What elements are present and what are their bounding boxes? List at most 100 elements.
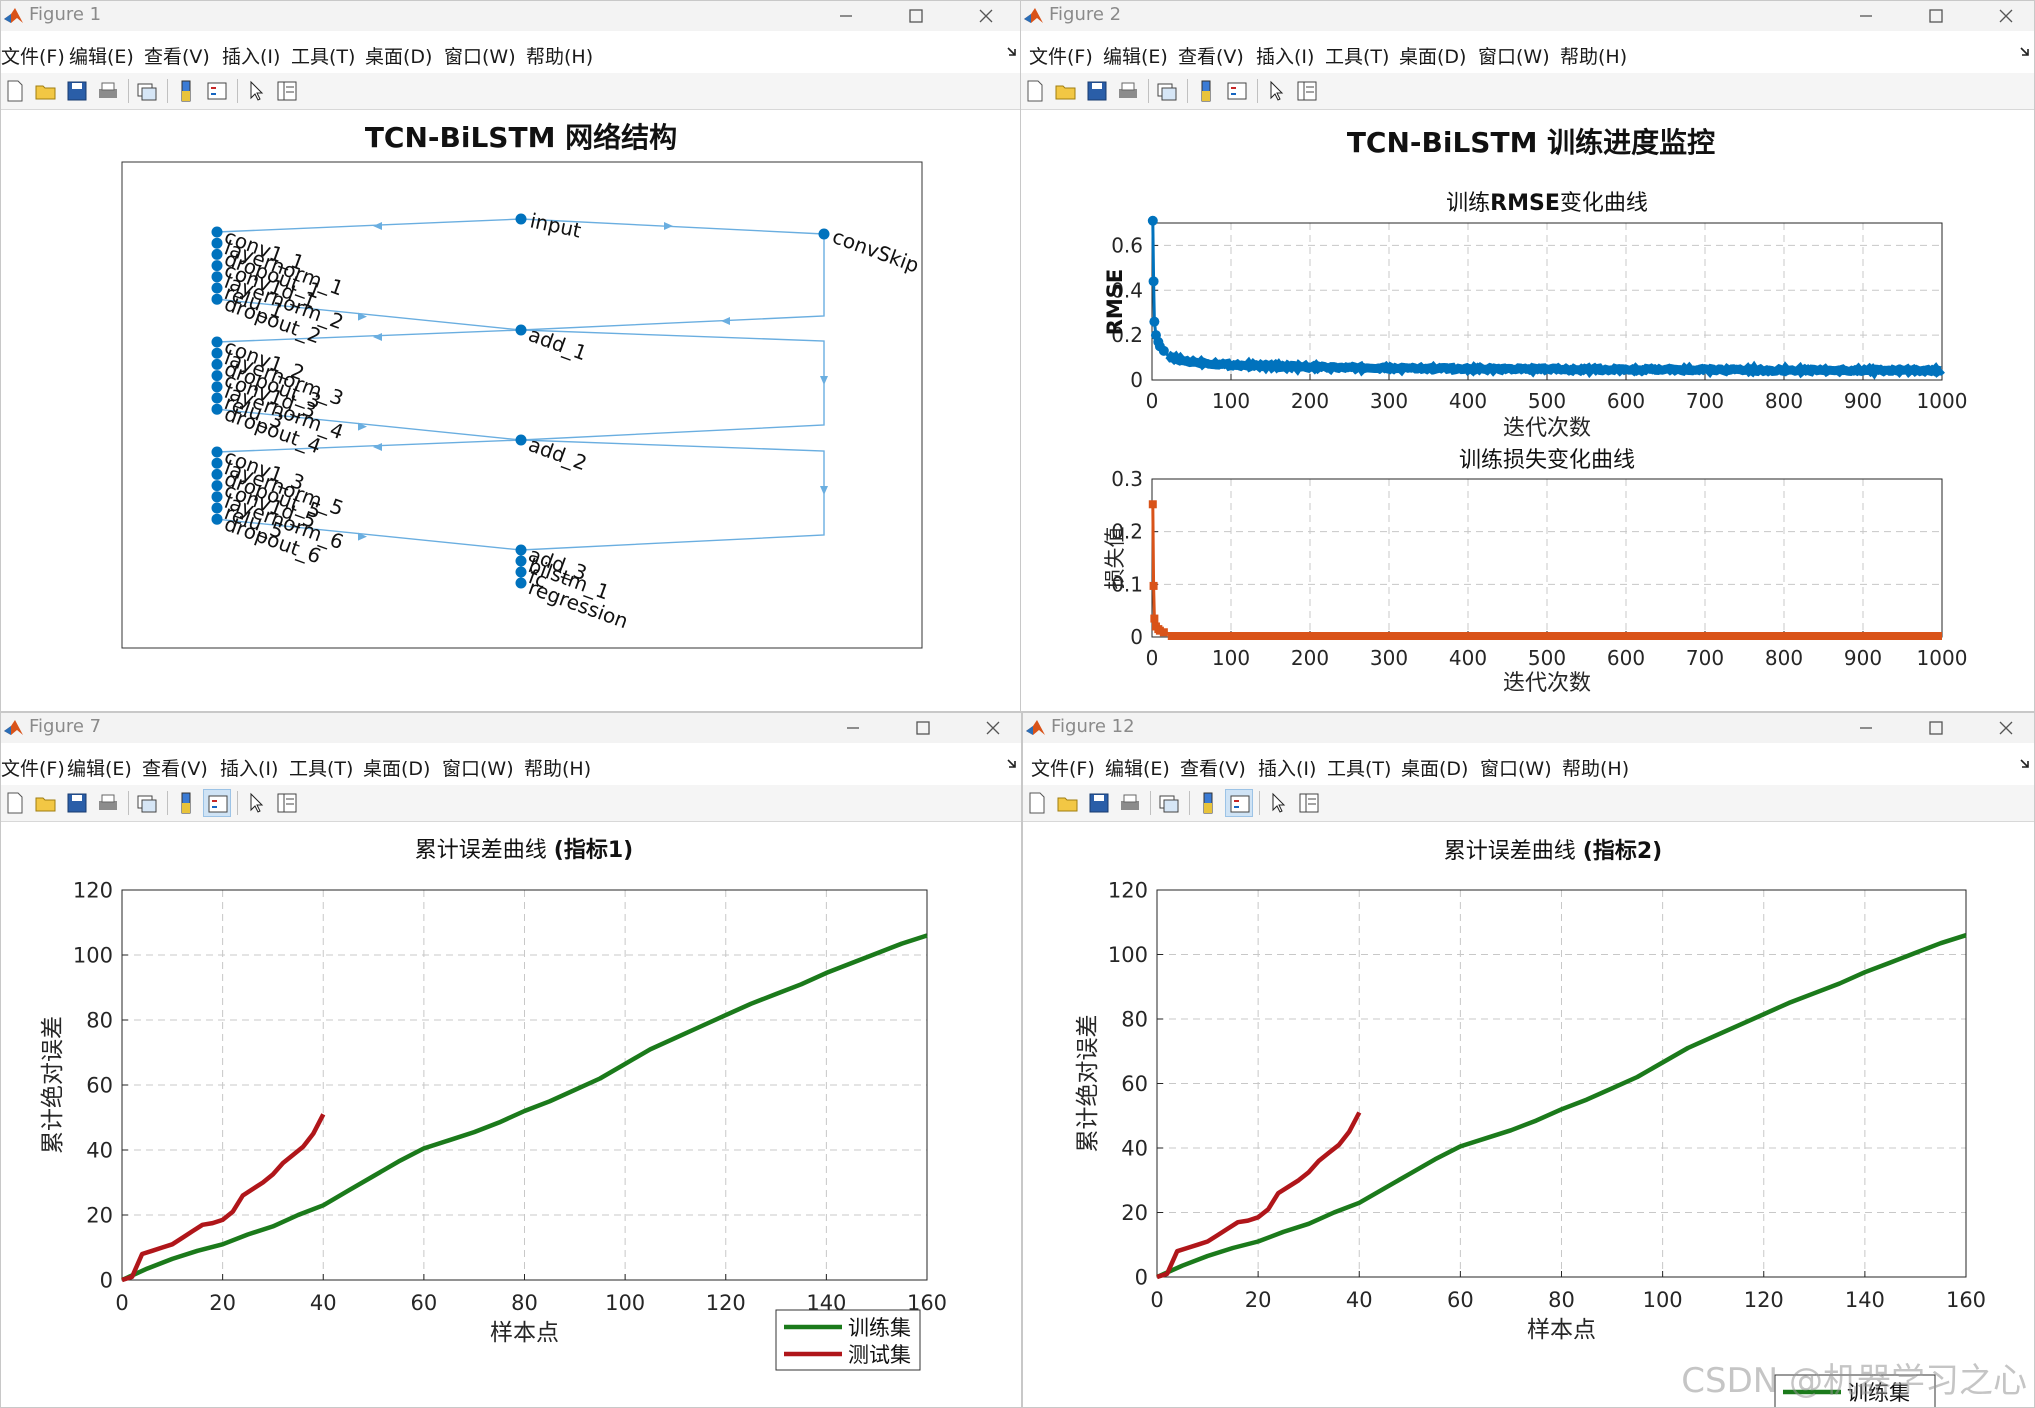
menu-help[interactable]: 帮助(H) xyxy=(1560,46,1628,68)
edit-plot-button[interactable] xyxy=(242,789,270,817)
insert-legend-icon xyxy=(207,82,227,100)
x-tick-label: 900 xyxy=(1844,389,1882,413)
menu-tools[interactable]: 工具(T) xyxy=(1325,46,1390,68)
menu-edit[interactable]: 编辑(E) xyxy=(1103,46,1168,68)
close-icon[interactable] xyxy=(963,713,1022,743)
minimize-icon[interactable] xyxy=(1836,1,1896,31)
close-icon[interactable] xyxy=(1976,1,2035,31)
link-plot-button[interactable] xyxy=(133,77,161,105)
save-button[interactable] xyxy=(63,789,91,817)
menu-desktop[interactable]: 桌面(D) xyxy=(1401,758,1469,780)
new-figure-button[interactable] xyxy=(1023,789,1051,817)
menu-tools[interactable]: 工具(T) xyxy=(291,46,356,68)
link-plot-button[interactable] xyxy=(1153,77,1181,105)
chevron-icon[interactable] xyxy=(1005,45,1019,59)
y-tick-label: 0.2 xyxy=(1111,323,1143,347)
grid-lines xyxy=(1152,223,1942,380)
maximize-icon[interactable] xyxy=(1906,1,1966,31)
chevron-icon[interactable] xyxy=(1005,757,1019,771)
minimize-icon[interactable] xyxy=(1836,713,1896,743)
open-file-button[interactable] xyxy=(1052,77,1080,105)
menu-file[interactable]: 文件(F) xyxy=(1,758,65,780)
x-tick-label: 100 xyxy=(1212,646,1250,670)
edit-plot-button[interactable] xyxy=(1262,77,1290,105)
menu-insert[interactable]: 插入(I) xyxy=(1256,46,1315,68)
window-title: Figure 1 xyxy=(29,4,102,25)
new-figure-button[interactable] xyxy=(1,77,29,105)
chevron-icon[interactable] xyxy=(2018,45,2032,59)
menu-insert[interactable]: 插入(I) xyxy=(222,46,281,68)
menu-insert[interactable]: 插入(I) xyxy=(1258,758,1317,780)
maximize-icon[interactable] xyxy=(1906,713,1966,743)
maximize-icon[interactable] xyxy=(886,1,946,31)
menu-view[interactable]: 查看(V) xyxy=(1180,758,1246,780)
menu-help[interactable]: 帮助(H) xyxy=(524,758,592,780)
menu-help[interactable]: 帮助(H) xyxy=(526,46,594,68)
menu-desktop[interactable]: 桌面(D) xyxy=(363,758,431,780)
save-button[interactable] xyxy=(63,77,91,105)
insert-legend-button[interactable] xyxy=(1223,77,1251,105)
insert-legend-button[interactable] xyxy=(203,789,231,817)
menu-tools[interactable]: 工具(T) xyxy=(1327,758,1392,780)
maximize-icon[interactable] xyxy=(893,713,953,743)
insert-colorbar-button[interactable] xyxy=(172,77,200,105)
y-tick-label: 40 xyxy=(86,1138,113,1162)
figure-7-window: Figure 7 文件(F) 编辑(E) 查看(V) 插入(I) 工具(T) 桌… xyxy=(0,712,1022,1408)
print-button[interactable] xyxy=(1116,789,1144,817)
insert-colorbar-button[interactable] xyxy=(1192,77,1220,105)
menu-file[interactable]: 文件(F) xyxy=(1031,758,1095,780)
menu-edit[interactable]: 编辑(E) xyxy=(69,46,134,68)
menu-desktop[interactable]: 桌面(D) xyxy=(1399,46,1467,68)
open-file-button[interactable] xyxy=(32,77,60,105)
chevron-icon[interactable] xyxy=(2018,757,2032,771)
property-inspector-button[interactable] xyxy=(273,789,301,817)
save-button[interactable] xyxy=(1085,789,1113,817)
print-button[interactable] xyxy=(1114,77,1142,105)
open-file-button[interactable] xyxy=(32,789,60,817)
new-figure-button[interactable] xyxy=(1,789,29,817)
print-button[interactable] xyxy=(94,77,122,105)
minimize-icon[interactable] xyxy=(816,1,876,31)
menu-tools[interactable]: 工具(T) xyxy=(289,758,354,780)
insert-colorbar-button[interactable] xyxy=(172,789,200,817)
x-tick-label: 120 xyxy=(1744,1288,1784,1312)
property-inspector-button[interactable] xyxy=(273,77,301,105)
new-figure-button[interactable] xyxy=(1021,77,1049,105)
menu-desktop[interactable]: 桌面(D) xyxy=(365,46,433,68)
x-tick-label: 0 xyxy=(1146,646,1159,670)
link-plot-button[interactable] xyxy=(1155,789,1183,817)
menu-window[interactable]: 窗口(W) xyxy=(444,46,516,68)
menu-view[interactable]: 查看(V) xyxy=(144,46,210,68)
menu-edit[interactable]: 编辑(E) xyxy=(67,758,132,780)
insert-legend-button[interactable] xyxy=(1225,789,1253,817)
menu-window[interactable]: 窗口(W) xyxy=(1480,758,1552,780)
edit-plot-button[interactable] xyxy=(1264,789,1292,817)
close-icon[interactable] xyxy=(956,1,1016,31)
menu-window[interactable]: 窗口(W) xyxy=(442,758,514,780)
menu-file[interactable]: 文件(F) xyxy=(1,46,65,68)
menu-view[interactable]: 查看(V) xyxy=(142,758,208,780)
menu-file[interactable]: 文件(F) xyxy=(1029,46,1093,68)
training-progress-plots: TCN-BiLSTM 训练进度监控 训练RMSE变化曲线 0 100 200 300 40… xyxy=(1103,126,1967,696)
add_3-node xyxy=(515,544,527,556)
edit-plot-button[interactable] xyxy=(242,77,270,105)
print-button[interactable] xyxy=(94,789,122,817)
link-plot-button[interactable] xyxy=(133,789,161,817)
menu-insert[interactable]: 插入(I) xyxy=(220,758,279,780)
property-inspector-button[interactable] xyxy=(1295,789,1323,817)
menu-view[interactable]: 查看(V) xyxy=(1178,46,1244,68)
insert-colorbar-button[interactable] xyxy=(1194,789,1222,817)
menu-help[interactable]: 帮助(H) xyxy=(1562,758,1630,780)
dropout_2-node xyxy=(211,293,223,305)
menu-window[interactable]: 窗口(W) xyxy=(1478,46,1550,68)
property-inspector-button[interactable] xyxy=(1293,77,1321,105)
edge-arrow xyxy=(721,317,730,325)
close-icon[interactable] xyxy=(1976,713,2035,743)
insert-legend-button[interactable] xyxy=(203,77,231,105)
minimize-icon[interactable] xyxy=(823,713,883,743)
open-file-button[interactable] xyxy=(1054,789,1082,817)
menu-edit[interactable]: 编辑(E) xyxy=(1105,758,1170,780)
save-button[interactable] xyxy=(1083,77,1111,105)
